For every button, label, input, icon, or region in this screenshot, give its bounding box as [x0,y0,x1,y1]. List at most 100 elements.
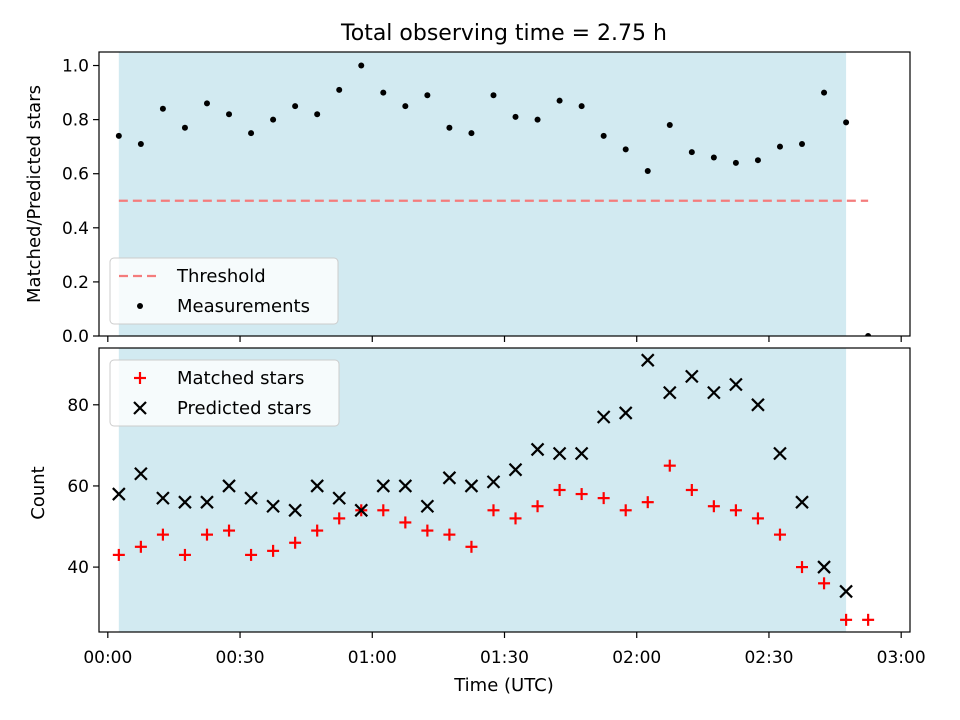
bottom-matched-point [707,500,720,513]
bottom-predicted-point [310,479,324,493]
top-legend-box [109,257,339,325]
bottom-matched-point [663,459,676,472]
x-tick-label: 01:00 [348,648,397,668]
bottom-predicted-point [464,479,479,493]
bottom-matched-point [553,484,566,496]
bottom-predicted-point [663,385,677,400]
bottom-predicted-point [751,398,765,412]
bottom-matched-point [421,524,434,537]
top-measurement-point [424,92,431,99]
bottom-predicted-point [795,495,809,509]
top-measurement-point [181,124,188,131]
x-tick-label: 00:30 [216,648,265,668]
legend-entry-label: Matched stars [177,368,304,389]
bottom-matched-point [200,528,213,541]
top-measurement-point [622,146,629,153]
bottom-predicted-point [178,495,192,509]
top-measurement-point [380,89,387,96]
x-tick-label: 00:00 [83,648,132,668]
bottom-y-tick-label: 80 [67,396,89,416]
top-measurement-point [578,103,585,110]
top-y-axis-label: Matched/Predicted stars [24,85,45,303]
bottom-matched-point [840,613,853,626]
bottom-matched-point [729,504,742,517]
bottom-predicted-point [773,446,787,461]
top-legend: Threshold Measurements [109,257,339,325]
legend-x-swatch [133,401,147,415]
bottom-matched-point [267,544,280,557]
top-measurement-point [159,105,166,112]
bottom-predicted-point [200,495,214,509]
bottom-predicted-point [508,462,523,477]
bottom-predicted-point [839,584,853,599]
legend-entry-label: Measurements [177,296,310,317]
top-y-tick-label: 1.0 [62,57,89,77]
bottom-matched-point [333,512,346,525]
top-panel: 0.0 0.2 0.4 0.6 0.8 1.0 Threshold Measurements [62,51,911,347]
bottom-predicted-point [398,479,413,493]
top-measurement-point [203,100,210,107]
bottom-predicted-point [640,353,655,367]
bottom-matched-point [223,524,236,537]
top-measurement-point [865,333,872,336]
legend-dot-swatch [137,303,143,309]
legend-entry-label: Threshold [176,266,266,287]
top-measurement-point [799,140,806,147]
bottom-matched-point [575,488,588,501]
legend-entry-label: Predicted stars [177,398,311,419]
top-measurement-point [358,62,365,69]
top-measurement-point [754,157,761,164]
bottom-matched-point [178,548,191,561]
bottom-matched-point [619,504,632,517]
bottom-y-axis-label: Count [28,466,49,519]
top-y-tick-label: 0.0 [62,327,89,347]
top-measurement-point [600,132,607,139]
bottom-matched-point [773,528,786,541]
top-measurement-point [226,111,233,118]
top-measurement-point [446,124,453,131]
top-measurement-point [534,116,541,123]
bottom-matched-point [597,492,610,505]
bottom-matched-point [156,528,169,541]
bottom-y-tick-label: 40 [67,558,89,578]
bottom-predicted-point [244,491,258,505]
bottom-predicted-point [596,410,611,424]
bottom-series-x [112,353,853,599]
bottom-matched-point [509,512,522,525]
top-measurement-point [688,149,695,156]
top-y-tick-label: 0.4 [62,219,89,239]
bottom-matched-point [112,548,125,561]
bottom-matched-point [443,528,456,541]
bottom-matched-point [487,504,500,517]
bottom-predicted-point [486,475,501,489]
bottom-matched-point [377,504,390,517]
bottom-legend-box [109,359,340,427]
x-tick-label: 02:00 [612,648,661,668]
bottom-predicted-point [376,479,391,493]
bottom-matched-point [311,524,324,537]
bottom-predicted-point [354,503,369,518]
top-series-dot [115,62,872,336]
bottom-predicted-point [618,406,633,420]
top-measurement-point [490,92,497,99]
bottom-legend: Matched stars Predicted stars [109,359,340,427]
bottom-series-plus [112,459,875,626]
bottom-predicted-point [817,560,831,574]
top-y-tick-label: 0.6 [62,165,89,185]
bottom-matched-point [685,484,698,496]
bottom-matched-point [862,613,875,626]
bottom-matched-point [818,577,831,590]
top-measurement-point [710,154,717,161]
top-measurement-point [468,130,475,137]
top-measurement-point [248,130,255,137]
top-measurement-point [512,113,519,120]
bottom-predicted-point [156,491,170,505]
bottom-predicted-point [729,377,743,392]
bottom-predicted-point [332,491,346,505]
bottom-matched-point [399,516,412,529]
bottom-predicted-point [442,471,457,485]
x-axis-label: Time (UTC) [453,675,554,696]
bottom-matched-point [796,561,809,574]
top-measurement-point [270,116,277,123]
top-measurement-point [292,103,299,110]
